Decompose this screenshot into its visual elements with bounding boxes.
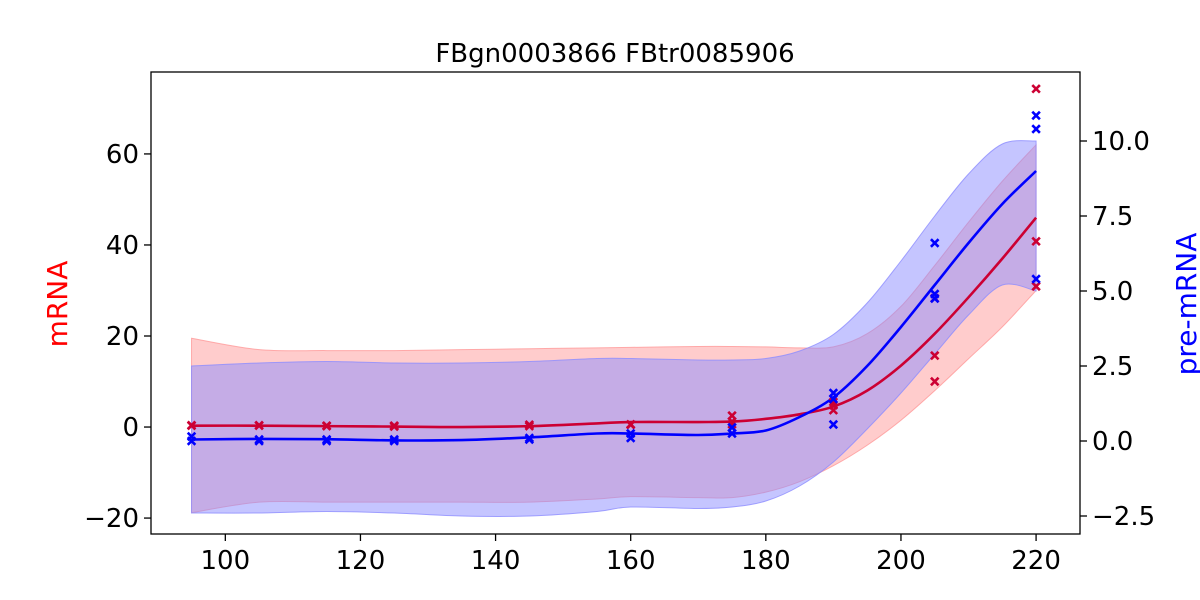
- marker-stroke: [1031, 84, 1041, 94]
- data-point-mrna: [930, 376, 940, 387]
- marker-stroke: [930, 350, 940, 361]
- marker-stroke: [625, 428, 636, 439]
- y-right-tick-label: 7.5: [1092, 202, 1133, 232]
- data-point-mrna: [524, 420, 535, 430]
- chart-title: FBgn0003866 FBtr0085906: [435, 39, 794, 69]
- data-point-pre-mrna: [524, 433, 535, 443]
- y-left-tick-label: 60: [106, 140, 139, 170]
- x-tick-label: 220: [1011, 546, 1061, 576]
- data-point-pre-mrna: [254, 434, 264, 445]
- marker-stroke: [186, 420, 197, 430]
- x-tick-label: 160: [606, 546, 656, 576]
- marker-stroke: [1031, 124, 1041, 134]
- plot-frame: [150, 71, 1081, 535]
- mean-line-mrna: [191, 216, 1038, 429]
- data-point-pre-mrna: [828, 419, 839, 430]
- data-point-pre-mrna: [1031, 124, 1041, 134]
- marker-stroke: [828, 419, 839, 430]
- data-point-pre-mrna: [625, 428, 636, 439]
- marker-stroke: [321, 420, 332, 431]
- confidence-band-pre-mrna: [191, 140, 1037, 517]
- data-point-mrna: [186, 420, 197, 430]
- y-right-tick-label: 0.0: [1092, 427, 1133, 457]
- data-point-pre-mrna: [930, 289, 940, 299]
- marker-stroke: [321, 434, 332, 445]
- x-tick-label: 120: [336, 546, 386, 576]
- plot-area: [186, 84, 1041, 517]
- data-point-pre-mrna: [727, 422, 737, 433]
- x-tick-label: 100: [200, 546, 250, 576]
- y-axis-label-pre-mrna: pre-mRNA: [1170, 233, 1200, 376]
- y-left-tick-label: −20: [84, 504, 139, 534]
- data-point-pre-mrna: [828, 388, 839, 398]
- y-right-tick-label: 2.5: [1092, 352, 1133, 382]
- x-tick-label: 180: [741, 546, 791, 576]
- marker-stroke: [1031, 110, 1041, 121]
- marker-stroke: [1031, 274, 1041, 284]
- marker-stroke: [389, 420, 399, 431]
- x-tick-label: 200: [876, 546, 926, 576]
- marker-stroke: [930, 289, 940, 299]
- data-point-pre-mrna: [1031, 274, 1041, 284]
- data-point-pre-mrna: [1031, 110, 1041, 121]
- y-axis-label-mrna: mRNA: [41, 261, 74, 348]
- marker-stroke: [828, 397, 839, 407]
- marker-stroke: [1031, 281, 1041, 292]
- data-point-mrna: [727, 410, 737, 421]
- y-right-tick-label: −2.5: [1092, 502, 1155, 532]
- marker-stroke: [524, 420, 535, 430]
- marker-stroke: [828, 388, 839, 398]
- marker-stroke: [524, 433, 535, 443]
- marker-stroke: [186, 431, 197, 442]
- marker-stroke: [254, 434, 264, 445]
- data-point-mrna: [321, 420, 332, 431]
- marker-stroke: [930, 376, 940, 387]
- y-right-tick-label: 10.0: [1092, 127, 1150, 157]
- data-point-mrna: [389, 420, 399, 431]
- axes-ticks: 100 120 140 160 180 200 220 −20 0 20 40 60 −2.5 0.0 2.…: [84, 127, 1155, 576]
- marker-stroke: [727, 422, 737, 433]
- marker-stroke: [1031, 236, 1041, 247]
- data-point-mrna: [254, 420, 264, 430]
- data-point-pre-mrna: [930, 238, 940, 248]
- data-point-mrna: [727, 419, 737, 430]
- marker-stroke: [727, 410, 737, 421]
- mean-line-pre-mrna: [191, 170, 1037, 442]
- marker-stroke: [727, 419, 737, 430]
- data-point-mrna: [1031, 281, 1041, 292]
- x-tick-label: 140: [471, 546, 521, 576]
- data-point-mrna: [1031, 236, 1041, 247]
- data-point-mrna: [1031, 84, 1041, 94]
- data-point-mrna: [625, 419, 636, 430]
- marker-stroke: [930, 238, 940, 248]
- data-point-pre-mrna: [389, 434, 399, 445]
- marker-stroke: [625, 419, 636, 430]
- data-point-mrna: [828, 397, 839, 407]
- y-left-tick-label: 40: [106, 231, 139, 261]
- y-left-tick-label: 20: [106, 322, 139, 352]
- y-right-tick-label: 5.0: [1092, 277, 1133, 307]
- data-point-pre-mrna: [321, 434, 332, 445]
- data-point-pre-mrna: [186, 431, 197, 442]
- marker-stroke: [389, 434, 399, 445]
- y-left-tick-label: 0: [122, 413, 139, 443]
- data-point-mrna: [930, 350, 940, 361]
- marker-stroke: [254, 420, 264, 430]
